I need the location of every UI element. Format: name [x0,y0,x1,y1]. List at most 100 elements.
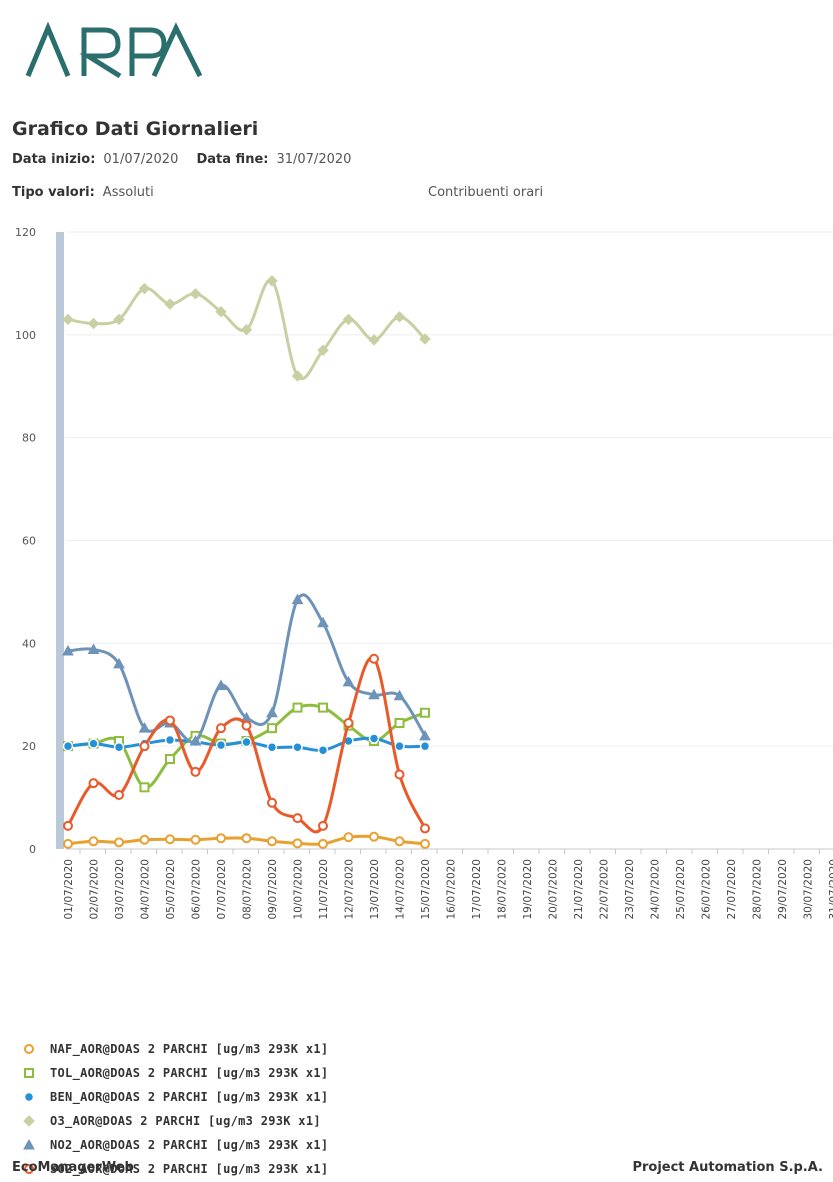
start-date-label: Data inizio: [12,152,96,167]
x-tick-label: 06/07/2020 [191,859,203,920]
y-tick-label: 100 [15,329,36,342]
data-point-naf [63,838,73,849]
data-point-so2 [420,823,430,834]
data-point-naf [88,836,99,847]
legend-label: SO2_AOR@DOAS 2 PARCHI [ug/m3 293K x1] [50,1162,329,1176]
end-date-value: 31/07/2020 [276,152,352,167]
data-point-naf [139,834,150,845]
x-tick-label: 07/07/2020 [216,859,228,920]
data-point-no2 [342,675,355,687]
x-tick-label: 18/07/2020 [497,859,509,920]
x-tick-label: 01/07/2020 [63,859,75,920]
data-point-tol [318,702,328,713]
data-point-no2 [87,643,100,655]
data-point-no2 [138,722,151,733]
legend-marker-icon [23,1138,35,1150]
x-tick-label: 31/07/2020 [828,859,833,920]
x-tick-label: 21/07/2020 [573,859,585,920]
data-point-no2 [266,706,278,718]
x-tick-label: 02/07/2020 [89,859,101,920]
series-line-o3 [67,278,427,381]
data-point-so2 [292,813,303,824]
data-point-ben [241,736,252,748]
x-tick-label: 28/07/2020 [752,859,764,920]
data-point-no2 [317,616,329,628]
data-point-no2 [368,688,380,700]
data-point-ben [215,739,227,751]
x-tick-label: 29/07/2020 [777,859,789,920]
x-tick-label: 14/07/2020 [395,859,407,920]
arpa-logo [25,22,203,79]
end-date-label: Data fine: [196,152,269,167]
x-tick-label: 27/07/2020 [726,859,738,920]
x-tick-label: 26/07/2020 [701,859,713,920]
legend-marker-icon [24,1068,34,1078]
data-point-naf [267,836,277,847]
legend-marker-shape [24,1068,34,1078]
data-point-no2 [189,734,202,746]
legend-marker-icon [23,1091,35,1103]
date-range: Data inizio: 01/07/2020 Data fine: 31/07/2… [12,152,351,167]
data-point-ben [368,733,380,744]
value-type-value: Assoluti [102,185,154,200]
data-point-o3 [87,317,100,330]
y-tick-label: 120 [15,226,36,239]
data-point-tol [139,782,150,793]
data-point-so2 [267,797,277,808]
x-tick-label: 10/07/2020 [293,859,305,920]
data-point-naf [114,837,124,848]
data-point-ben [419,740,431,752]
x-tick-label: 17/07/2020 [471,859,483,920]
data-point-so2 [343,718,354,729]
legend-marker-icon [24,1164,34,1174]
x-tick-label: 11/07/2020 [318,859,330,920]
legend-marker-shape [23,1138,35,1150]
data-point-so2 [216,723,226,734]
data-point-no2 [393,689,406,701]
legend-label: O3_AOR@DOAS 2 PARCHI [ug/m3 293K x1] [50,1114,321,1128]
data-point-o3 [189,287,202,300]
x-tick-label: 05/07/2020 [165,859,177,920]
legend-marker-shape [24,1164,34,1174]
data-point-naf [190,834,201,845]
legend-label: TOL_AOR@DOAS 2 PARCHI [ug/m3 293K x1] [50,1066,329,1080]
data-point-ben [62,740,74,752]
x-tick-label: 20/07/2020 [548,859,560,920]
data-point-naf [318,838,328,849]
x-tick-label: 19/07/2020 [522,859,534,920]
y-axis [56,232,64,849]
x-tick-label: 16/07/2020 [446,859,458,920]
data-point-so2 [139,741,150,752]
legend-label: NO2_AOR@DOAS 2 PARCHI [ug/m3 293K x1] [50,1138,329,1152]
data-point-o3 [113,313,125,326]
data-point-tol [394,718,405,729]
legend-marker-icon [23,1115,35,1127]
series-so2 [63,653,430,834]
legend-marker-shape [24,1044,34,1054]
data-point-so2 [241,720,252,731]
data-point-o3 [62,313,74,326]
data-point-naf [343,832,354,843]
data-point-o3 [164,298,176,310]
legend-label: BEN_AOR@DOAS 2 PARCHI [ug/m3 293K x1] [50,1090,329,1104]
data-point-o3 [291,370,304,382]
data-point-naf [165,834,175,845]
data-point-o3 [266,275,278,287]
data-point-no2 [113,657,125,669]
series-o3 [62,275,431,382]
data-point-o3 [368,334,380,346]
y-tick-label: 60 [22,535,36,548]
y-tick-label: 40 [22,637,36,650]
data-point-no2 [215,679,227,690]
data-point-ben [394,740,405,752]
legend-label: NAF_AOR@DOAS 2 PARCHI [ug/m3 293K x1] [50,1042,329,1056]
contributors-label: Contribuenti orari [428,185,544,200]
data-point-ben [88,738,99,749]
series-naf [63,831,430,849]
legend-marker-shape [23,1115,35,1127]
footer-company: Project Automation S.p.A. [632,1160,823,1175]
y-tick-label: 80 [22,432,36,445]
data-point-so2 [318,820,328,831]
data-point-o3 [240,323,253,336]
line-chart: 0 20 40 60 80 100 120 01/07/2020 02/07/2020 03/07… [15,226,833,920]
